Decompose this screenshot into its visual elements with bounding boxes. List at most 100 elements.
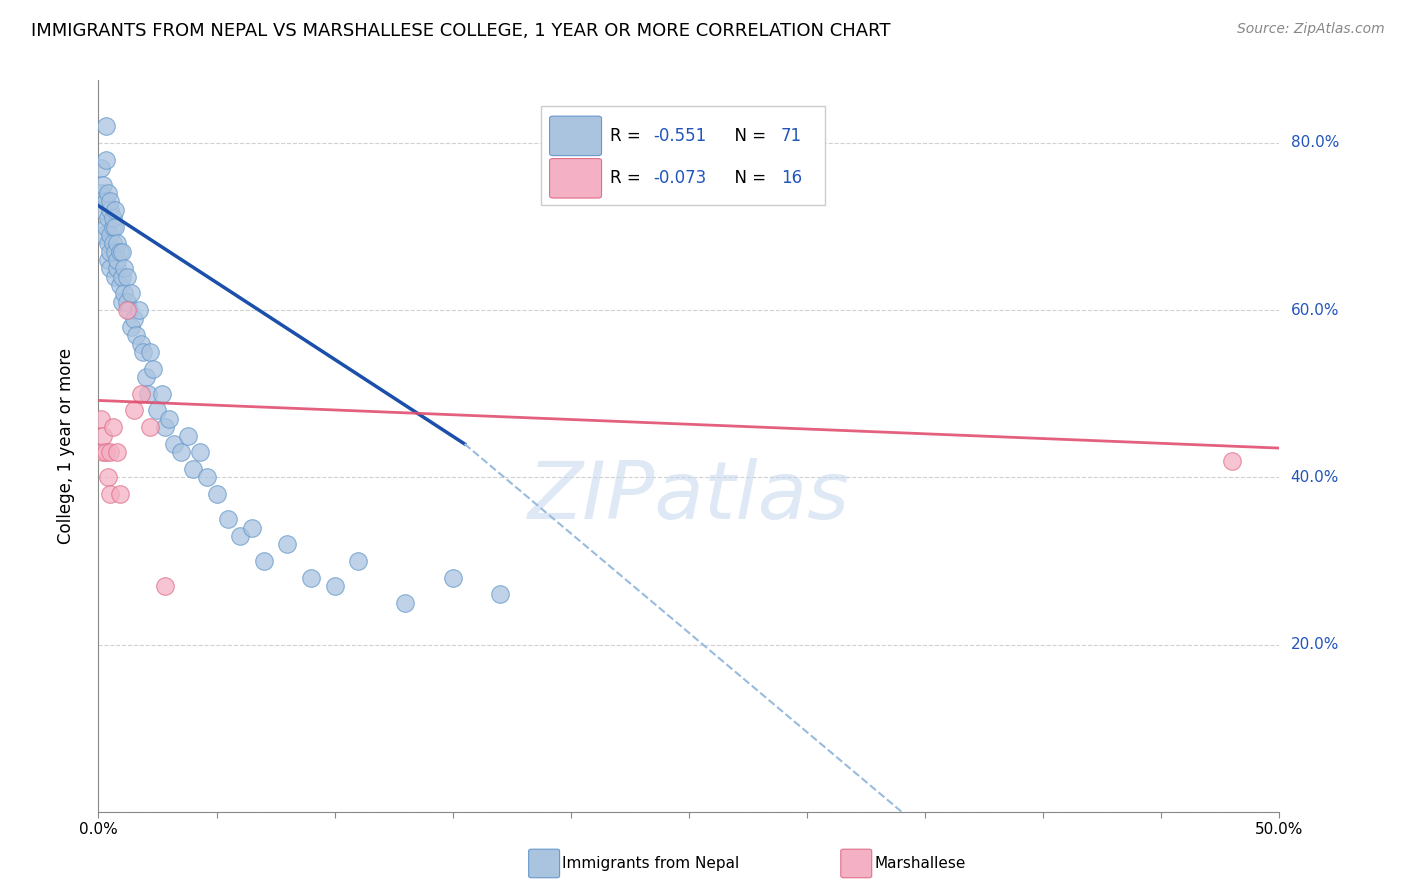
Point bbox=[217, 512, 239, 526]
Text: R =: R = bbox=[610, 169, 645, 187]
Point bbox=[105, 236, 128, 251]
Point bbox=[115, 303, 138, 318]
Point bbox=[139, 345, 162, 359]
Point bbox=[90, 412, 112, 426]
Point bbox=[181, 462, 204, 476]
Point bbox=[101, 236, 124, 251]
Point bbox=[105, 261, 128, 276]
Text: 20.0%: 20.0% bbox=[1291, 637, 1339, 652]
Point bbox=[91, 202, 114, 217]
Point bbox=[276, 537, 298, 551]
FancyBboxPatch shape bbox=[550, 159, 602, 198]
Point bbox=[90, 186, 112, 201]
Point bbox=[91, 445, 114, 459]
Point bbox=[153, 420, 176, 434]
Point bbox=[323, 579, 346, 593]
Point bbox=[253, 554, 276, 568]
Point bbox=[115, 269, 138, 284]
Text: -0.073: -0.073 bbox=[654, 169, 707, 187]
Point bbox=[128, 303, 150, 318]
Text: -0.551: -0.551 bbox=[654, 127, 707, 145]
Point bbox=[122, 311, 145, 326]
Point bbox=[125, 328, 148, 343]
Point bbox=[394, 596, 416, 610]
Point bbox=[105, 445, 128, 459]
Point bbox=[112, 261, 135, 276]
Point bbox=[157, 412, 180, 426]
Text: Immigrants from Nepal: Immigrants from Nepal bbox=[562, 856, 740, 871]
Point bbox=[105, 252, 128, 267]
Point bbox=[115, 294, 138, 309]
Point bbox=[121, 286, 143, 301]
FancyBboxPatch shape bbox=[550, 116, 602, 155]
Point bbox=[98, 227, 121, 242]
FancyBboxPatch shape bbox=[541, 106, 825, 204]
Point bbox=[146, 403, 169, 417]
Point bbox=[205, 487, 228, 501]
Point bbox=[98, 244, 121, 259]
Point bbox=[118, 303, 141, 318]
Point bbox=[98, 202, 121, 217]
Point bbox=[104, 202, 127, 217]
Point bbox=[129, 386, 152, 401]
Point bbox=[240, 520, 263, 534]
Point bbox=[163, 437, 186, 451]
Point bbox=[132, 345, 155, 359]
Point bbox=[150, 386, 173, 401]
Point bbox=[111, 294, 134, 309]
Point bbox=[1220, 453, 1243, 467]
Point bbox=[112, 286, 135, 301]
Point bbox=[94, 445, 117, 459]
Text: 71: 71 bbox=[782, 127, 803, 145]
Point bbox=[142, 361, 165, 376]
Point bbox=[90, 161, 112, 175]
Text: N =: N = bbox=[724, 127, 772, 145]
Text: ZIPatlas: ZIPatlas bbox=[527, 458, 851, 536]
Point bbox=[94, 219, 117, 234]
Point bbox=[101, 420, 124, 434]
Point bbox=[97, 236, 120, 251]
Text: 80.0%: 80.0% bbox=[1291, 136, 1339, 151]
Point bbox=[111, 244, 134, 259]
Point bbox=[98, 261, 121, 276]
Point bbox=[98, 445, 121, 459]
Point bbox=[97, 470, 120, 484]
Y-axis label: College, 1 year or more: College, 1 year or more bbox=[56, 348, 75, 544]
Point bbox=[108, 244, 131, 259]
Point bbox=[91, 428, 114, 442]
Point bbox=[104, 244, 127, 259]
Point bbox=[441, 571, 464, 585]
Point bbox=[97, 252, 120, 267]
Point bbox=[153, 579, 176, 593]
Point bbox=[195, 470, 218, 484]
Point bbox=[177, 428, 200, 442]
Text: 16: 16 bbox=[782, 169, 803, 187]
Point bbox=[139, 420, 162, 434]
Text: 40.0%: 40.0% bbox=[1291, 470, 1339, 485]
Point bbox=[97, 211, 120, 226]
Point bbox=[121, 319, 143, 334]
Point bbox=[170, 445, 193, 459]
Point bbox=[101, 211, 124, 226]
Point bbox=[101, 219, 124, 234]
Text: Marshallese: Marshallese bbox=[875, 856, 966, 871]
Point bbox=[129, 336, 152, 351]
Point bbox=[104, 269, 127, 284]
Point bbox=[98, 487, 121, 501]
Text: N =: N = bbox=[724, 169, 772, 187]
Text: IMMIGRANTS FROM NEPAL VS MARSHALLESE COLLEGE, 1 YEAR OR MORE CORRELATION CHART: IMMIGRANTS FROM NEPAL VS MARSHALLESE COL… bbox=[31, 22, 890, 40]
Point bbox=[188, 445, 211, 459]
Point bbox=[91, 227, 114, 242]
Point bbox=[98, 194, 121, 209]
Point bbox=[111, 269, 134, 284]
Point bbox=[108, 487, 131, 501]
Point bbox=[91, 178, 114, 192]
Point bbox=[135, 370, 157, 384]
Text: 60.0%: 60.0% bbox=[1291, 302, 1339, 318]
Point bbox=[347, 554, 370, 568]
Point bbox=[489, 587, 512, 601]
Point bbox=[97, 186, 120, 201]
Point bbox=[122, 403, 145, 417]
Point bbox=[108, 278, 131, 293]
Point bbox=[229, 529, 252, 543]
